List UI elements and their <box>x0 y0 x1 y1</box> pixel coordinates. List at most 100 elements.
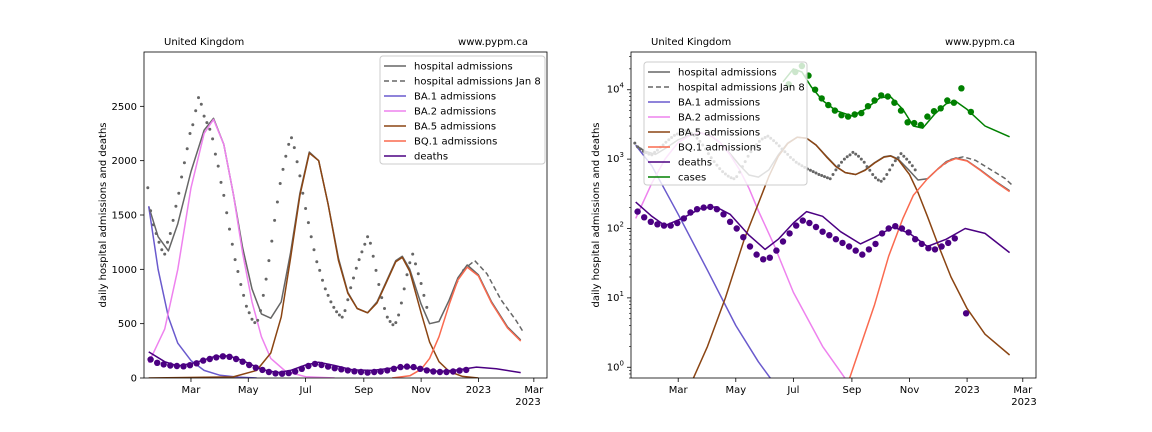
left-series-hospital-admissions-data-point <box>157 240 161 244</box>
right-legend-label: hospital admissions <box>678 68 777 79</box>
right-series-hospital-admissions-data-point <box>837 164 841 168</box>
right-series-deaths-data-points <box>634 203 970 317</box>
left-series-deaths-data-point <box>278 370 286 377</box>
left-series-hospital-admissions-data-points <box>146 96 429 327</box>
left-series-deaths-data-point <box>193 360 200 367</box>
left-series-hospital-admissions-data-point <box>321 278 324 282</box>
right-legend-label: BA.5 admissions <box>678 128 760 139</box>
left-series-deaths-data-point <box>213 354 220 361</box>
left-series-hospital-admissions-data-point <box>414 262 417 266</box>
left-series-hospital-admissions-data-point <box>388 320 392 323</box>
left-series-hospital-admissions-data-point <box>239 283 243 286</box>
right-series-deaths-data-point <box>726 218 734 225</box>
left-series-hospital-admissions-data-point <box>225 211 229 215</box>
left-series-hospital-admissions-data-point <box>343 309 347 313</box>
left-series-deaths-data-point <box>417 365 424 372</box>
left-series-hospital-admissions-data-point <box>363 242 367 246</box>
right-series-bq-1-admissions-line <box>848 157 1011 378</box>
right-series-deaths-data-point <box>654 221 661 228</box>
left-series-deaths-data-point <box>265 368 273 376</box>
right-series-hospital-admissions-data-point <box>865 165 869 169</box>
right-series-cases-data-point <box>967 108 975 116</box>
right-x-ticks: Mar May Jul Sep Nov 2023 Mar <box>669 378 1033 396</box>
right-series-hospital-admissions-data-point <box>845 155 849 159</box>
left-series-hospital-admissions-data-point <box>340 315 344 319</box>
right-axes-frame <box>630 51 1037 379</box>
left-series-hospital-admissions-data-point <box>197 96 200 100</box>
left-legend-label: BA.2 admissions <box>414 107 496 118</box>
left-series-hospital-admissions-data-point <box>216 164 220 168</box>
left-series-hospital-admissions-data-point <box>171 218 175 222</box>
left-series-ba-5-admissions-line <box>148 152 479 378</box>
right-series-deaths-data-point <box>634 208 641 215</box>
left-series-hospital-admissions-data-point <box>315 260 319 264</box>
left-series-hospital-admissions-data-point <box>366 235 370 239</box>
right-series-cases-data-point <box>904 119 911 126</box>
right-series-deaths-data-point <box>962 310 970 317</box>
right-series-cases-data-point <box>871 97 878 104</box>
right-series-deaths-data-point <box>773 247 780 254</box>
left-y-tick-label: 2000 <box>112 156 137 167</box>
right-series-hospital-admissions-data-point <box>823 175 826 179</box>
right-series-deaths-data-point <box>819 228 826 235</box>
right-x-tick-label: Jul <box>786 385 799 396</box>
left-series-deaths-data-point <box>167 362 174 369</box>
right-series-deaths-data-point <box>786 230 793 237</box>
left-y-ticks: 0 500 1000 1500 2000 2500 <box>112 102 144 385</box>
left-series-hospital-admissions-data-point <box>149 209 153 213</box>
left-series-deaths-data-point <box>397 363 404 371</box>
left-series-deaths-data-point <box>344 367 351 374</box>
right-y-tick-exponent: 2 <box>620 220 624 228</box>
left-series-hospital-admissions-data-point <box>191 123 195 127</box>
left-series-hospital-admissions-data-point <box>422 293 426 297</box>
left-series-deaths-data-point <box>384 367 391 374</box>
right-legend-label: deaths <box>678 158 712 169</box>
right-series-deaths-data-point <box>713 206 721 213</box>
left-series-deaths-data-point <box>292 368 299 375</box>
right-series-deaths-data-point <box>647 218 654 225</box>
left-series-hospital-admissions-data-point <box>411 252 415 256</box>
right-legend-label: BQ.1 admissions <box>678 143 761 154</box>
left-series-deaths-data-point <box>206 355 213 363</box>
right-series-hospital-admissions-data-point <box>913 168 917 172</box>
right-series-deaths-data-point <box>885 225 892 232</box>
right-series-deaths-data-point <box>878 230 886 237</box>
left-series-deaths-data-point <box>377 368 384 375</box>
right-series-cases-data-point <box>950 99 958 106</box>
right-series-deaths-data-point <box>641 214 648 221</box>
right-legend-label: hospital admissions Jan 8 <box>678 83 805 94</box>
left-series-hospital-admissions-data-point <box>242 293 246 297</box>
right-series-hospital-admissions-data-point <box>876 178 880 182</box>
left-series-deaths-data-point <box>318 361 325 369</box>
left-series-hospital-admissions-data-point <box>380 296 384 300</box>
left-series-hospital-admissions-data-point <box>377 283 381 286</box>
left-series-group <box>146 96 525 378</box>
left-series-hospital-admissions-data-point <box>329 300 333 304</box>
right-series-deaths-data-point <box>865 246 873 253</box>
right-series-hospital-admissions-data-point <box>910 164 914 168</box>
left-x-tick-label: May <box>238 385 259 396</box>
right-series-deaths-data-point <box>660 222 668 229</box>
left-series-deaths-data-point <box>147 356 154 363</box>
left-x-tick-label: Mar <box>524 385 544 396</box>
left-series-deaths-data-point <box>186 362 194 369</box>
right-series-deaths-data-point <box>931 246 939 253</box>
left-series-hospital-admissions-data-point <box>219 180 223 184</box>
left-x-ticks: Mar May Jul Sep Nov 2023 Mar <box>182 378 544 396</box>
right-chart: United Kingdom www.pypm.ca 1001011021031… <box>591 37 1037 408</box>
right-series-hospital-admissions-data-point <box>882 177 886 181</box>
left-legend-label: hospital admissions <box>414 62 513 73</box>
right-series-deaths-data-point <box>918 240 925 248</box>
left-series-hospital-admissions-data-point <box>399 301 403 305</box>
right-series-deaths-data-point <box>832 236 840 243</box>
left-series-deaths-data-point <box>246 361 253 369</box>
right-series-hospital-admissions-data-point <box>893 159 897 163</box>
right-series-deaths-data-point <box>812 223 820 231</box>
left-series-hospital-admissions-data-point <box>228 227 231 231</box>
left-series-hospital-admissions-data-point <box>292 146 296 150</box>
right-series-cases-data-point <box>911 119 918 127</box>
left-series-hospital-admissions-data-point <box>349 286 353 290</box>
right-series-hospital-admissions-data-point <box>857 154 860 158</box>
right-series-cases-data-point <box>937 105 944 112</box>
